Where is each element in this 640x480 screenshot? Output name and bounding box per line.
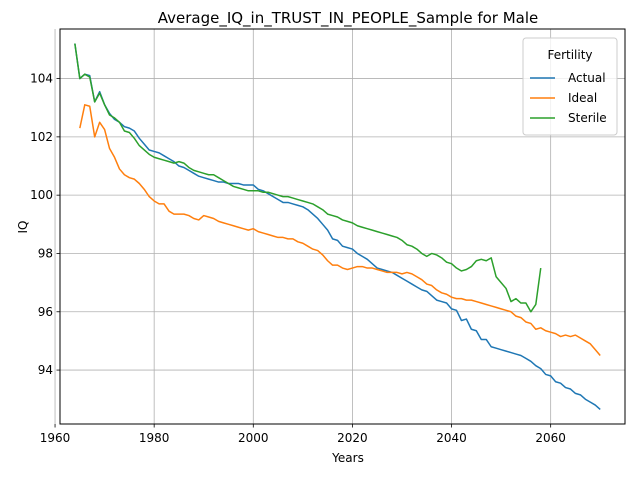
x-tick-label: 2040 — [436, 431, 467, 445]
series-line-sterile — [74, 43, 542, 313]
legend-label-sterile: Sterile — [568, 111, 607, 125]
plot-frame — [59, 28, 626, 425]
x-tick-label: 2000 — [238, 431, 269, 445]
x-tick-label: 2060 — [535, 431, 566, 445]
chart-title: Average_IQ_in_TRUST_IN_PEOPLE_Sample for… — [158, 9, 539, 28]
legend-title: Fertility — [547, 48, 592, 62]
y-tick-label: 98 — [38, 246, 53, 260]
legend-box — [522, 37, 618, 136]
x-axis-label: Years — [331, 451, 364, 465]
y-tick-label: 102 — [30, 130, 53, 144]
series-line-ideal — [79, 104, 601, 356]
x-tick-label: 1980 — [139, 431, 170, 445]
legend-label-ideal: Ideal — [568, 91, 597, 105]
y-tick-label: 94 — [38, 363, 53, 377]
legend: Fertility Actual Ideal Sterile — [522, 37, 618, 136]
x-tick-label: 2020 — [337, 431, 368, 445]
y-tick-label: 104 — [30, 72, 53, 86]
series-lines — [74, 43, 601, 410]
x-tick-label: 1960 — [40, 431, 71, 445]
y-axis-label: IQ — [16, 221, 30, 234]
x-axis-ticks: 1960 1980 2000 2020 2040 2060 — [40, 424, 566, 445]
y-axis-ticks: 94 96 98 100 102 104 — [30, 72, 60, 377]
y-tick-label: 96 — [38, 305, 53, 319]
series-line-actual — [74, 43, 601, 410]
grid — [54, 29, 625, 424]
legend-label-actual: Actual — [568, 71, 606, 85]
y-tick-label: 100 — [30, 188, 53, 202]
